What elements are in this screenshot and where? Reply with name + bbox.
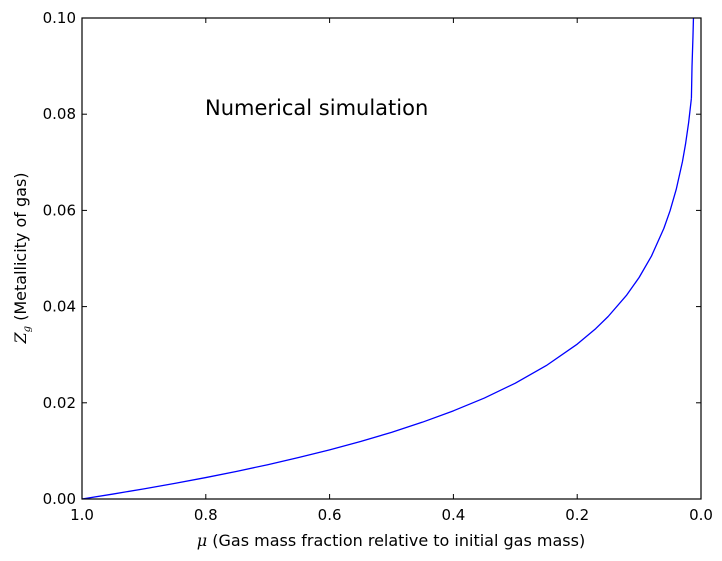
x-tick-label: 0.6 xyxy=(318,506,342,524)
y-axis-label-symbol: Z xyxy=(11,332,30,345)
y-tick-label: 0.08 xyxy=(43,105,76,123)
y-tick-label: 0.02 xyxy=(43,394,76,412)
x-axis-label-text: (Gas mass fraction relative to initial g… xyxy=(207,531,585,550)
x-tick-label: 0.0 xyxy=(689,506,713,524)
y-tick-label: 0.06 xyxy=(43,201,76,219)
x-tick-label: 0.4 xyxy=(441,506,465,524)
x-tick-label: 0.2 xyxy=(565,506,589,524)
y-tick-label: 0.10 xyxy=(43,9,76,27)
y-axis-ticks: 0.00 0.02 0.04 0.06 0.08 0.10 xyxy=(43,9,701,508)
x-tick-label: 0.8 xyxy=(194,506,218,524)
series-line-0 xyxy=(81,98,693,500)
series-line-1 xyxy=(690,17,695,99)
plot-frame xyxy=(81,17,702,500)
y-tick-label: 0.00 xyxy=(43,490,76,508)
y-tick-label: 0.04 xyxy=(43,298,76,316)
annotation-text: Numerical simulation xyxy=(205,96,428,120)
x-axis-label-symbol: μ xyxy=(197,531,207,550)
x-axis-ticks: 1.0 0.8 0.6 0.4 0.2 0.0 xyxy=(70,18,713,524)
x-tick-label: 1.0 xyxy=(70,506,94,524)
y-axis-label: Zg (Metallicity of gas) xyxy=(11,172,33,344)
plot-area xyxy=(82,18,701,499)
y-axis-label-text: (Metallicity of gas) xyxy=(11,172,30,326)
series-layer xyxy=(81,17,695,500)
x-axis-label: μ (Gas mass fraction relative to initial… xyxy=(197,531,585,550)
y-axis-label-subscript: g xyxy=(22,326,33,332)
